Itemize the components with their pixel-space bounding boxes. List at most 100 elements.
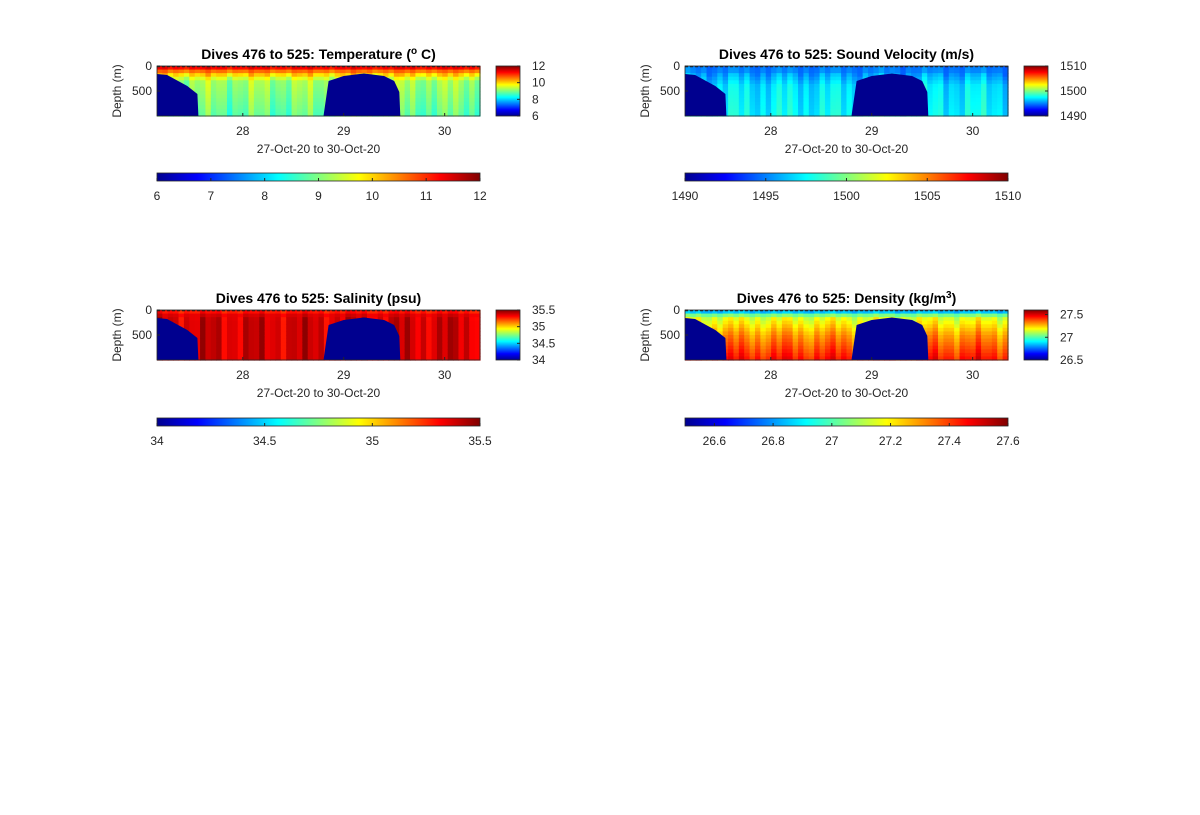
heatmap-cell [194,331,201,336]
heatmap-cell [932,108,939,114]
heatmap-cell [943,345,950,350]
heatmap-cell [447,112,454,117]
heatmap-cell [722,66,729,71]
heatmap-cell [453,345,460,350]
heatmap-cell [431,73,438,78]
heatmap-cell [792,98,799,103]
heatmap-cell [959,345,966,350]
heatmap-cell [986,338,993,343]
heatmap-cell [754,317,761,322]
heatmap-cell [900,310,907,315]
heatmap-cell [431,76,438,81]
heatmap-cell [420,66,427,71]
heatmap-cell [302,83,309,89]
heatmap-cell [760,320,767,325]
y-tick-label: 500 [132,328,152,342]
heatmap-cell [954,66,961,71]
heatmap-cell [792,310,799,315]
heatmap-cell [997,324,1004,329]
heatmap-cell [959,98,966,103]
heatmap-cell [959,352,966,358]
heatmap-cell [474,108,481,114]
heatmap-cell [431,98,438,103]
heatmap-cell [253,69,260,74]
heatmap-cell [760,108,767,114]
heatmap-cell [851,83,858,89]
heatmap-cell [819,87,826,92]
heatmap-cell [210,317,217,322]
heatmap-cell [948,324,955,329]
heatmap-cell [404,101,411,106]
heatmap-cell [318,342,325,347]
heatmap-cell [916,66,923,71]
heatmap-cell [216,98,223,103]
heatmap-cell [296,69,303,74]
heatmap-cell [296,101,303,106]
heatmap-cell [194,327,201,333]
heatmap-cell [210,91,217,96]
heatmap-cell [189,324,196,329]
heatmap-cell [701,313,708,318]
heatmap-cell [431,108,438,114]
heatmap-cell [733,349,740,354]
heatmap-cell [1002,352,1009,358]
heatmap-cell [771,101,778,106]
heatmap-cell [781,342,788,347]
heatmap-cell [959,317,966,322]
heatmap-cell [964,66,971,71]
heatmap-cell [431,87,438,92]
heatmap-cell [760,317,767,322]
heatmap-cell [313,338,320,343]
heatmap-cell [383,73,390,78]
heatmap-cell [781,112,788,117]
heatmap-cell [685,69,691,74]
heatmap-cell [749,327,756,333]
heatmap-cell [243,94,250,99]
heatmap-cell [442,73,449,78]
heatmap-cell [776,356,783,361]
heatmap-cell [302,310,309,315]
heatmap-cell [798,310,805,315]
heatmap-cell [819,83,826,89]
heatmap-cell [717,76,724,81]
heatmap-cell [776,338,783,343]
heatmap-cell [711,69,718,74]
heatmap-cell [313,335,320,340]
heatmap-cell [264,345,271,350]
heatmap-cell [345,69,352,74]
heatmap-cell [830,98,837,103]
heatmap-cell [410,69,416,74]
heatmap-cell [938,73,944,78]
heatmap-cell [318,335,325,340]
heatmap-cell [948,320,955,325]
heatmap-cell [404,345,411,350]
heatmap-cell [932,356,939,361]
heatmap-cell [997,335,1004,340]
heatmap-cell [970,108,977,114]
heatmap-cell [787,87,794,92]
heatmap-cell [749,335,756,340]
heatmap-cell [275,352,282,358]
heatmap-cell [943,73,950,78]
heatmap-cell [200,310,207,315]
heatmap-cell [469,310,476,315]
heatmap-cell [453,76,460,81]
heatmap-cell [280,69,287,74]
hbar-tick-label: 9 [315,189,322,203]
heatmap-cell [884,313,891,318]
heatmap-cell [323,324,330,329]
heatmap-cell [975,345,982,350]
heatmap-cell [458,66,465,71]
heatmap-cell [841,80,848,85]
heatmap-cell [733,342,740,347]
x-tick-label: 30 [966,368,980,382]
heatmap-cell [771,108,778,114]
heatmap-cell [792,108,799,114]
heatmap-cell [905,310,912,315]
heatmap-cell [226,83,233,89]
heatmap-cell [431,80,438,85]
heatmap-cell [765,83,772,89]
heatmap-cell [738,352,745,358]
heatmap-cell [469,83,476,89]
heatmap-cell [728,310,735,315]
